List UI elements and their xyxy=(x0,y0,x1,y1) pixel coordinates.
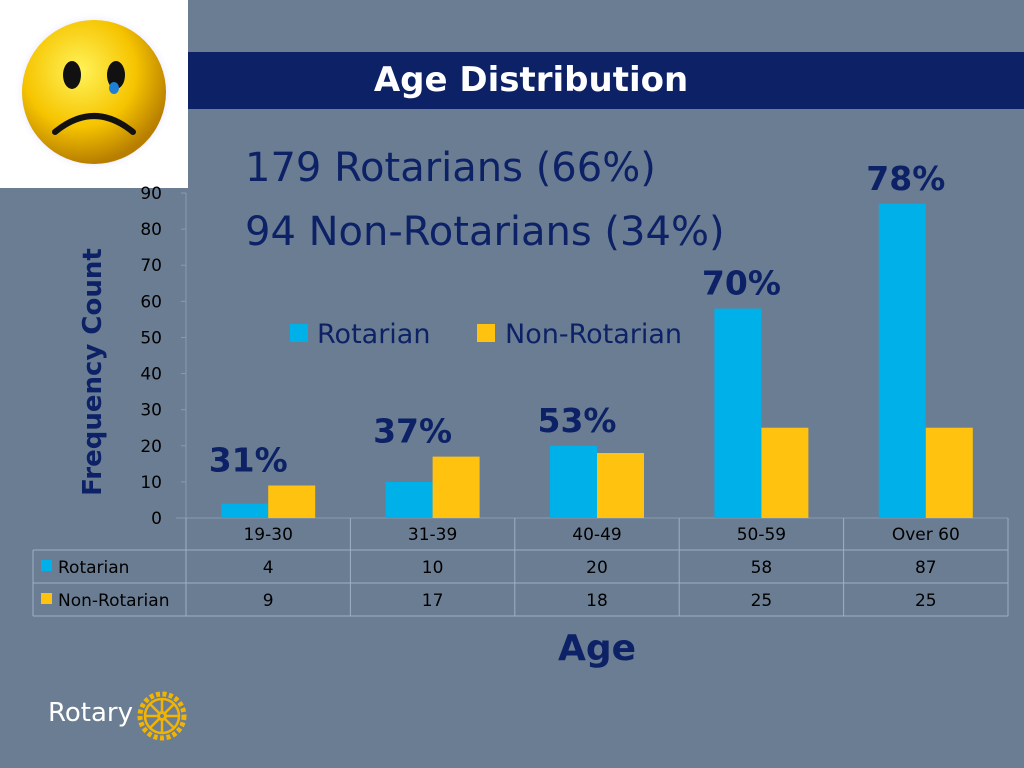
table-header-0: 19-30 xyxy=(243,525,292,545)
table-cell: 10 xyxy=(422,558,444,578)
y-tick-label: 80 xyxy=(140,220,162,240)
page-title: Age Distribution xyxy=(373,60,689,100)
data-table: 19-30 31-39 40-49 50-59 Over 60 Rotarian 4 10 20… xyxy=(32,518,1009,617)
table-cell: 25 xyxy=(751,591,773,611)
axes: 0 10 20 30 40 50 60 70 80 90 xyxy=(140,184,1008,529)
y-tick-label: 10 xyxy=(140,473,162,493)
sad-face-panel xyxy=(0,0,188,188)
y-tick-label: 30 xyxy=(140,401,162,421)
percent-labels: 31% 37% 53% 70% 78% xyxy=(209,159,946,480)
y-tick-label: 60 xyxy=(140,292,162,312)
bars xyxy=(221,203,973,519)
y-tick-label: 70 xyxy=(140,256,162,276)
table-header-1: 31-39 xyxy=(408,525,457,545)
y-tick-label: 20 xyxy=(140,437,162,457)
table-cell: 20 xyxy=(586,558,608,578)
percent-label-3: 70% xyxy=(702,264,781,303)
summary-rotarians: 179 Rotarians (66%) xyxy=(245,145,656,191)
table-cell: 87 xyxy=(915,558,937,578)
y-axis-title: Frequency Count xyxy=(78,248,108,496)
rotary-wheel-icon xyxy=(137,691,187,741)
bar-non-rotarian-1 xyxy=(432,456,480,518)
percent-label-1: 37% xyxy=(373,412,452,451)
table-header-4: Over 60 xyxy=(892,525,960,545)
bar-non-rotarian-0 xyxy=(268,485,316,518)
table-cell: 58 xyxy=(751,558,773,578)
bar-rotarian-1 xyxy=(385,481,433,518)
summary-non-rotarians: 94 Non-Rotarians (34%) xyxy=(245,209,725,255)
logo-text: Rotary xyxy=(48,698,134,728)
legend-label-rotarian: Rotarian xyxy=(317,319,430,350)
y-tick-label: 90 xyxy=(140,184,162,204)
y-tick-label: 40 xyxy=(140,365,162,385)
percent-label-4: 78% xyxy=(866,159,945,198)
bar-non-rotarian-4 xyxy=(925,427,973,518)
bar-rotarian-2 xyxy=(550,445,597,518)
table-row-label-0: Rotarian xyxy=(58,558,129,578)
bar-rotarian-4 xyxy=(878,203,926,519)
y-tick-label: 0 xyxy=(151,509,162,529)
table-swatch-1 xyxy=(41,593,52,604)
table-cell: 9 xyxy=(263,591,274,611)
bar-non-rotarian-3 xyxy=(761,427,809,518)
sad-face-icon xyxy=(14,12,174,172)
legend-swatch-non-rotarian xyxy=(477,324,495,342)
bar-rotarian-3 xyxy=(714,308,762,518)
bar-rotarian-0 xyxy=(221,503,269,518)
table-cell: 25 xyxy=(915,591,937,611)
table-header-2: 40-49 xyxy=(572,525,621,545)
percent-label-2: 53% xyxy=(538,401,617,440)
y-tick-label: 50 xyxy=(140,328,162,348)
table-header-3: 50-59 xyxy=(737,525,786,545)
x-axis-title: Age xyxy=(558,628,636,669)
legend-label-non-rotarian: Non-Rotarian xyxy=(505,319,682,350)
bar-non-rotarian-2 xyxy=(597,453,644,518)
table-swatch-0 xyxy=(41,560,52,571)
percent-label-0: 31% xyxy=(209,441,288,480)
table-cell: 17 xyxy=(422,591,444,611)
legend-swatch-rotarian xyxy=(290,324,308,342)
table-row-label-1: Non-Rotarian xyxy=(58,591,169,611)
table-cell: 18 xyxy=(586,591,608,611)
table-cell: 4 xyxy=(263,558,274,578)
